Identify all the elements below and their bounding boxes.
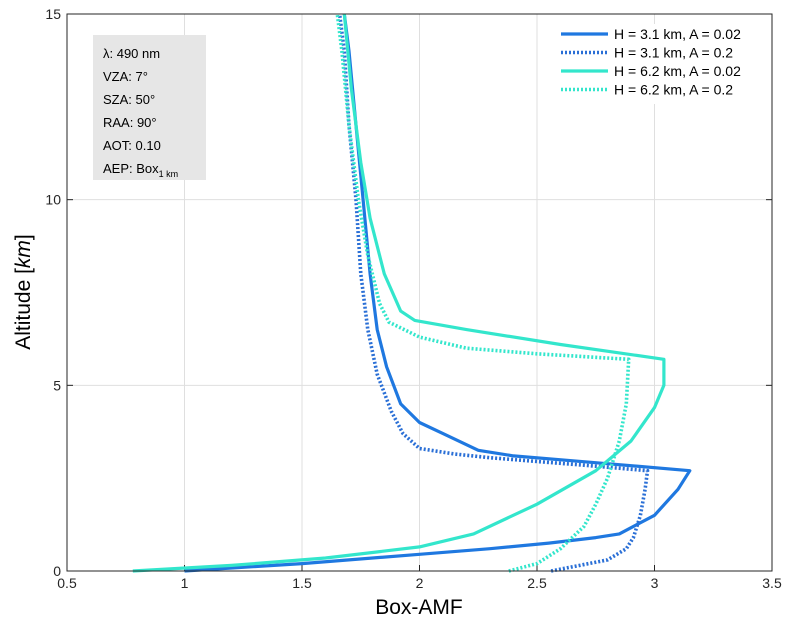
plot-frame: [66, 13, 773, 572]
y-tick-label: 0: [53, 563, 61, 579]
x-tick-label: 0.5: [57, 575, 77, 591]
x-axis-label: Box-AMF: [375, 596, 463, 619]
parameter-aep-subscript: 1 km: [159, 169, 179, 179]
series-line-3: [132, 13, 666, 573]
parameter-vza: VZA: 7°: [103, 69, 148, 84]
series-layer: [132, 13, 692, 573]
legend-label: H = 6.2 km, A = 0.2: [614, 82, 733, 98]
parameter-aot: AOT: 0.10: [103, 138, 161, 153]
y-axis-label: Altitude [km]: [12, 234, 35, 350]
x-tick-label: 3.5: [762, 575, 782, 591]
x-tick-label: 3: [651, 575, 659, 591]
legend-label: H = 3.1 km, A = 0.02: [614, 26, 741, 42]
parameter-aep-label: AEP: Box: [103, 161, 159, 176]
y-tick-label: 10: [45, 192, 61, 208]
legend-label: H = 6.2 km, A = 0.02: [614, 63, 741, 79]
parameter-raa: RAA: 90°: [103, 115, 157, 130]
parameter-box-background: [93, 35, 206, 180]
x-tick-label: 1.5: [292, 575, 312, 591]
x-tick-label: 1: [181, 575, 189, 591]
y-axis-bracket-open: [: [12, 268, 35, 274]
series-line-4: [335, 13, 631, 573]
parameter-box: λ: 490 nm VZA: 7° SZA: 50° RAA: 90° AOT:…: [93, 35, 206, 180]
y-axis-label-main: Altitude: [12, 274, 35, 350]
x-tick-label: 2.5: [527, 575, 547, 591]
legend: H = 3.1 km, A = 0.02 H = 3.1 km, A = 0.2 H…: [553, 24, 769, 104]
parameter-aep: AEP: Box1 km: [103, 161, 178, 179]
legend-label: H = 3.1 km, A = 0.2: [614, 45, 733, 61]
parameter-sza: SZA: 50°: [103, 92, 155, 107]
series-line-2: [337, 13, 650, 573]
x-tick-label: 2: [416, 575, 424, 591]
y-axis-label-unit: km: [12, 240, 35, 268]
parameter-wavelength: λ: 490 nm: [103, 46, 160, 61]
y-axis-bracket-close: ]: [12, 234, 35, 240]
y-tick-label: 15: [45, 6, 61, 22]
y-tick-label: 5: [53, 377, 61, 393]
